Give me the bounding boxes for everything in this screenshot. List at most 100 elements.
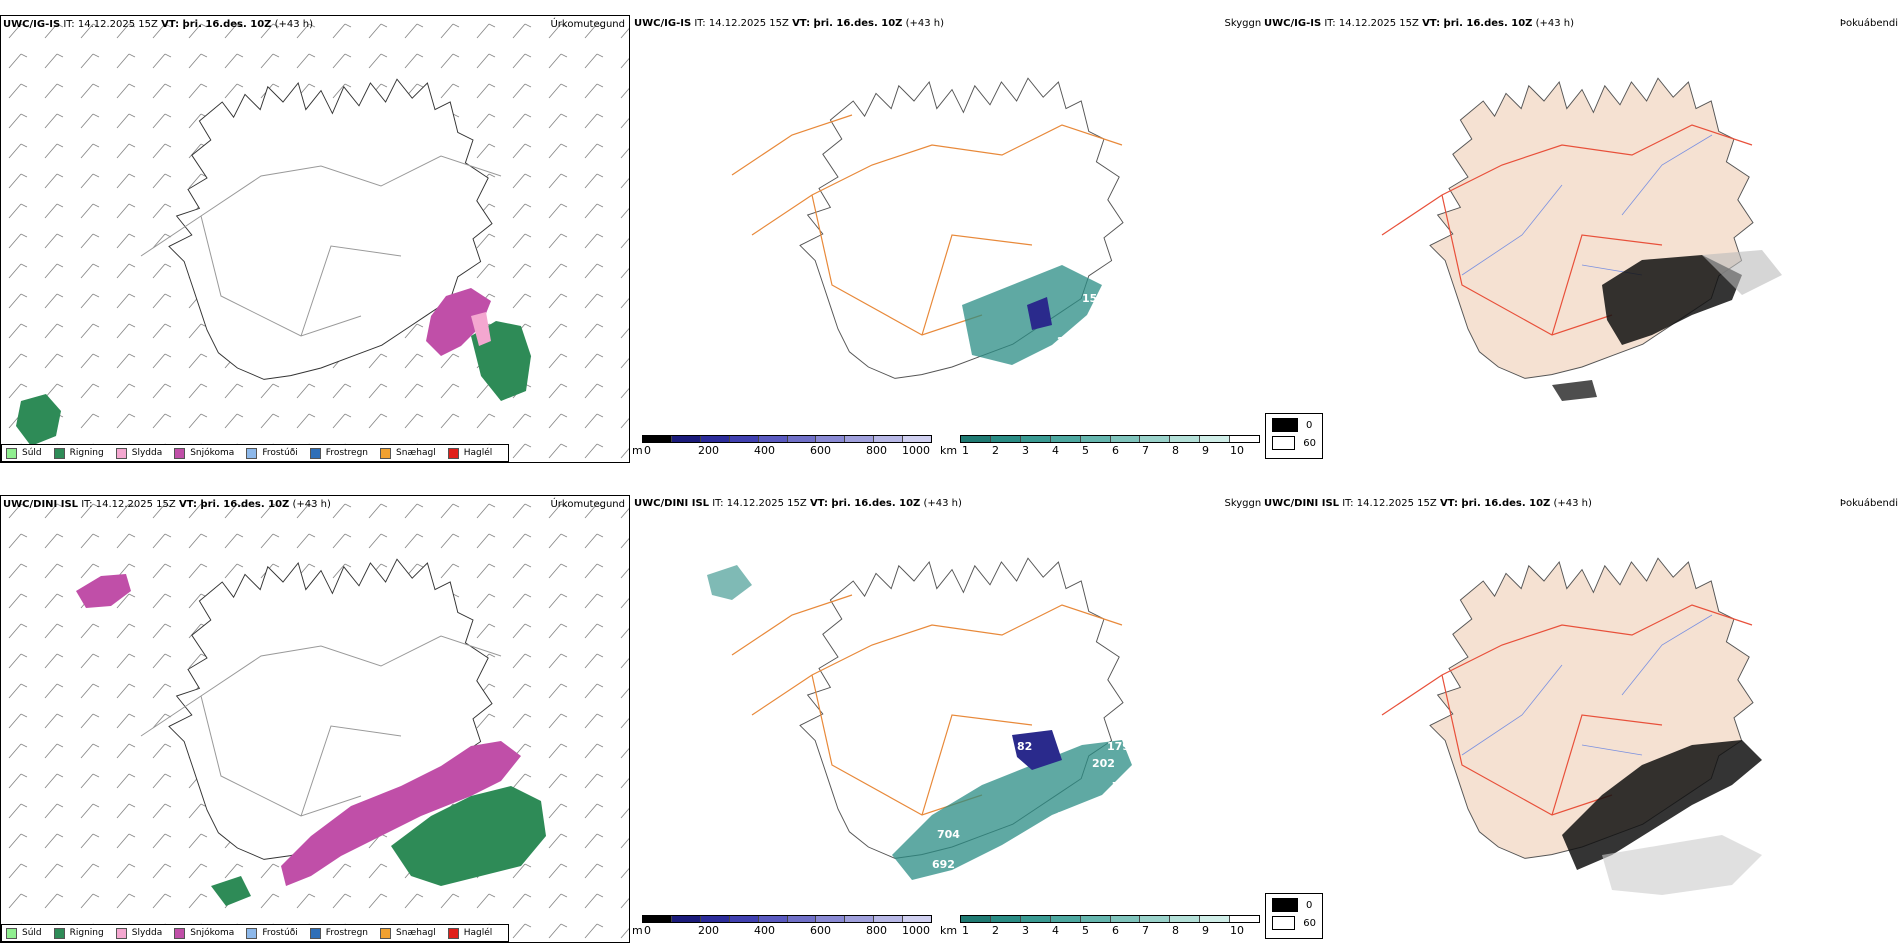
cloudbase-tick: 1000 [902, 924, 930, 937]
visibility-tick: 8 [1172, 924, 1179, 937]
road-network [731, 114, 1123, 336]
cloudbase-colorbar: m 0 200 400 600 800 1000 [632, 915, 932, 937]
fog-legend-item: 60 [1272, 916, 1316, 930]
legend-item: Slydda [115, 447, 162, 459]
legend-item: Frostúði [246, 447, 298, 459]
visibility-unit: km [940, 444, 958, 457]
panel-title: UWC/IG-IS IT: 14.12.2025 15Z VT: þri. 16… [634, 18, 945, 29]
river-network [1461, 614, 1713, 756]
legend-item: Snæhagl [380, 447, 436, 459]
visibility-value-label: 202 [1092, 757, 1115, 770]
visibility-panel-row1: 153 202 200 173 233 16 UWC/IG-IS IT: 14.… [632, 15, 1262, 463]
visibility-value-label: 704 [937, 828, 960, 841]
legend-item: Haglél [447, 447, 492, 459]
precip-type-panel-row1: UWC/IG-IS IT: 14.12.2025 15Z VT: þri. 16… [0, 15, 630, 463]
fog-area-light [1602, 835, 1762, 895]
low-visibility-area-nw [707, 565, 752, 600]
legend-item: Rigning [53, 447, 104, 459]
rigning-area-s [211, 876, 251, 906]
legend-swatch [6, 447, 17, 459]
visibility-tick: 9 [1202, 444, 1209, 457]
legend-swatch [174, 447, 186, 459]
visibility-colorbar-scale [960, 435, 1260, 443]
visibility-value-label: 202 [1084, 320, 1107, 333]
fog-legend-item: 0 [1272, 898, 1316, 912]
road-network [140, 155, 502, 337]
fog-area-light [1702, 250, 1782, 295]
precip-type-panel-row2: UWC/DINI ISL IT: 14.12.2025 15Z VT: þri.… [0, 495, 630, 943]
legend-swatch [447, 927, 459, 939]
iceland-outline [800, 78, 1123, 378]
visibility-tick: 3 [1022, 924, 1029, 937]
legend-item: Snæhagl [380, 927, 436, 939]
visibility-value-label: 692 [932, 858, 955, 871]
precip-type-legend: Súld Rigning Slydda Snjókoma Frostúði Fr… [1, 444, 510, 462]
cloudbase-tick: 200 [698, 444, 719, 457]
visibility-tick: 8 [1172, 444, 1179, 457]
visibility-map: 153 202 200 173 233 16 [731, 15, 1145, 393]
visibility-value-label: 153 [1082, 292, 1105, 305]
fog-area-sw [1552, 380, 1597, 401]
legend-item: Frostregn [309, 927, 368, 939]
panel-title: UWC/IG-IS IT: 14.12.2025 15Z VT: þri. 16… [1264, 18, 1575, 29]
cloudbase-tick: 0 [644, 924, 651, 937]
precip-type-legend: Súld Rigning Slydda Snjókoma Frostúði Fr… [1, 924, 510, 942]
legend-swatch [53, 447, 65, 459]
visibility-colorbar: km 1 2 3 4 5 6 7 8 9 10 [940, 915, 1260, 937]
legend-item: Súld [6, 447, 42, 459]
snjokoma-area [281, 741, 521, 886]
cloudbase-tick: 0 [644, 444, 651, 457]
visibility-tick: 1 [962, 444, 969, 457]
fog-legend-swatch [1272, 436, 1296, 450]
legend-swatch [174, 927, 186, 939]
cloudbase-tick: 200 [698, 924, 719, 937]
cloudbase-tick: 1000 [902, 444, 930, 457]
legend-item: Frostregn [309, 447, 368, 459]
legend-swatch [309, 447, 321, 459]
road-network [1381, 604, 1753, 816]
cloudbase-unit: m [632, 924, 643, 937]
visibility-tick: 2 [992, 924, 999, 937]
visibility-value-label: 179 [1107, 740, 1130, 753]
cloudbase-tick: 800 [866, 444, 887, 457]
legend-swatch [115, 447, 127, 459]
visibility-tick: 9 [1202, 924, 1209, 937]
legend-swatch [115, 927, 127, 939]
iceland-outline [1430, 78, 1753, 378]
legend-item: Rigning [53, 927, 104, 939]
legend-swatch [246, 927, 258, 939]
panel-title: UWC/DINI ISL IT: 14.12.2025 15Z VT: þri.… [634, 498, 962, 509]
cloudbase-tick: 600 [810, 444, 831, 457]
cloudbase-unit: m [632, 444, 643, 457]
cloudbase-tick: 400 [754, 444, 775, 457]
low-visibility-area [892, 740, 1132, 880]
visibility-map: 82 179 32 202 744 225 704 692 [707, 495, 1147, 880]
cloudbase-colorbar-scale [642, 915, 932, 923]
legend-item: Slydda [115, 927, 162, 939]
fog-index-map [1381, 15, 1782, 401]
fog-area [1562, 740, 1762, 870]
cloudbase-tick: 400 [754, 924, 775, 937]
visibility-tick: 7 [1142, 924, 1149, 937]
visibility-tick: 1 [962, 924, 969, 937]
cloudbase-tick: 800 [866, 924, 887, 937]
visibility-value-label: 225 [1057, 810, 1080, 823]
panel-variable-name: Þokuábendi [1839, 498, 1898, 509]
panel-title: UWC/DINI ISL IT: 14.12.2025 15Z VT: þri.… [1264, 498, 1592, 509]
fog-legend-swatch [1272, 916, 1296, 930]
panel-variable-name: Skyggni [1224, 18, 1262, 29]
fog-legend-swatch [1272, 898, 1298, 912]
road-network [140, 635, 502, 817]
legend-swatch [309, 927, 321, 939]
legend-swatch [6, 927, 17, 939]
fog-legend-row1: 0 60 [1265, 413, 1323, 459]
panel-variable-name: Úrkomutegund [550, 19, 625, 30]
fog-index-panel-row2: UWC/DINI ISL IT: 14.12.2025 15Z VT: þri.… [1262, 495, 1900, 943]
fog-legend-row2: 0 60 [1265, 893, 1323, 939]
precip-type-map [1, 16, 629, 462]
visibility-tick: 3 [1022, 444, 1029, 457]
visibility-value-label: 200 [1102, 343, 1125, 356]
panel-variable-name: Úrkomutegund [550, 499, 625, 510]
fog-index-map [1381, 495, 1762, 895]
legend-item: Haglél [447, 927, 492, 939]
